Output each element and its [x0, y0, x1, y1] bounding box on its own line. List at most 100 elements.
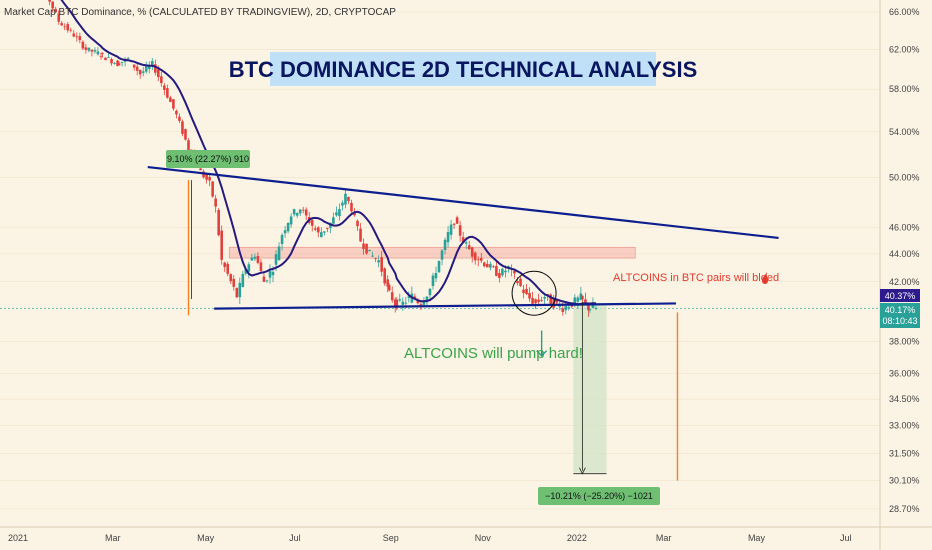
candle-body [446, 232, 450, 243]
x-tick-label: May [197, 533, 215, 543]
candle-body [555, 299, 559, 303]
candle-body [253, 256, 257, 259]
candle-body [313, 228, 317, 230]
blood-drop-icon [762, 272, 768, 284]
candle-body [413, 296, 417, 300]
candle-body [498, 273, 501, 278]
candle-body [335, 212, 338, 216]
altcoins-bleed-text: ALTCOINS in BTC pairs will bleed [613, 272, 779, 284]
candle-body [141, 71, 145, 73]
candle-body [564, 306, 568, 311]
candle-body [66, 24, 70, 31]
candle-body [434, 272, 438, 279]
candle-body [298, 209, 302, 214]
x-tick-label: Mar [656, 533, 672, 543]
candle-body [214, 198, 217, 207]
candle-body [301, 209, 305, 211]
candle-body [543, 296, 546, 299]
candle-body [132, 64, 136, 68]
top-measure-box [166, 150, 250, 168]
candle-body [75, 36, 79, 38]
candle-body [374, 258, 377, 260]
candle-body [48, 0, 51, 2]
candle-body [467, 245, 471, 250]
candle-body [458, 225, 462, 236]
candle-body [259, 262, 263, 272]
candle-body [51, 1, 54, 9]
candle-body [464, 242, 468, 244]
candle-body [431, 275, 435, 286]
candle-body [326, 227, 329, 229]
x-tick-label: Mar [105, 533, 121, 543]
candle-body [99, 55, 103, 57]
candle-body [377, 260, 380, 263]
candle-body [232, 278, 236, 287]
candle-body [576, 297, 580, 302]
candle-body [60, 23, 64, 26]
candle-body [489, 264, 492, 268]
candle-body [476, 259, 480, 261]
candle-body [479, 258, 483, 261]
candle-body [256, 256, 260, 263]
candle-body [211, 181, 214, 197]
candle-body [101, 53, 104, 55]
candle-body [449, 224, 453, 235]
candle-body [208, 176, 211, 181]
candle-body [289, 216, 293, 225]
altcoins-pump-text: ALTCOINS will pump hard! [404, 345, 583, 362]
grid-layer [0, 11, 880, 510]
candle-body [549, 294, 552, 304]
y-tick-label: 31.50% [889, 448, 920, 458]
price-tag-upper-value: 40.37% [885, 291, 916, 301]
teal-down-arrow-head [536, 350, 548, 357]
candle-body [280, 234, 284, 244]
candle-body [295, 213, 299, 216]
top-measure-label: 9.10% (22.27%) 910 [167, 154, 249, 164]
candle-body [286, 222, 290, 232]
candle-body [546, 294, 549, 295]
candle-body [147, 65, 151, 69]
candle-body [437, 260, 441, 273]
x-tick-label: 2021 [8, 533, 28, 543]
candle-body [229, 274, 233, 282]
x-tick-label: Nov [475, 533, 492, 543]
y-tick-label: 42.00% [889, 277, 920, 287]
candle-body [175, 110, 178, 115]
price-tag-lower [880, 303, 920, 328]
candle-body [274, 254, 278, 265]
candle-body [69, 29, 73, 31]
bottom-measure-box [538, 487, 660, 505]
candle-body [172, 99, 175, 109]
candle-body [561, 308, 565, 312]
candle-body [160, 76, 163, 84]
candle-body [304, 209, 308, 216]
candle-body [110, 59, 113, 64]
candle-body [265, 280, 269, 282]
price-tag-upper [880, 289, 920, 302]
candle-body [120, 61, 124, 63]
candle-body [96, 51, 100, 55]
candle-body [163, 85, 166, 90]
projection-box [573, 304, 607, 473]
candle-body [371, 255, 374, 257]
candle-body [277, 246, 281, 261]
candle-body [250, 257, 254, 261]
candle-body [422, 302, 426, 305]
candle-body [283, 230, 287, 234]
candle-body [594, 307, 598, 309]
candle-body [591, 304, 595, 308]
candle-body [401, 301, 405, 305]
candle-body [241, 273, 245, 287]
candle-body [126, 58, 130, 60]
candle-body [238, 282, 242, 298]
candle-body [428, 288, 432, 296]
candle-body [113, 63, 116, 64]
candle-body [492, 266, 495, 268]
candle-body [72, 33, 76, 37]
candle-body [166, 88, 169, 98]
candle-body [78, 36, 82, 41]
